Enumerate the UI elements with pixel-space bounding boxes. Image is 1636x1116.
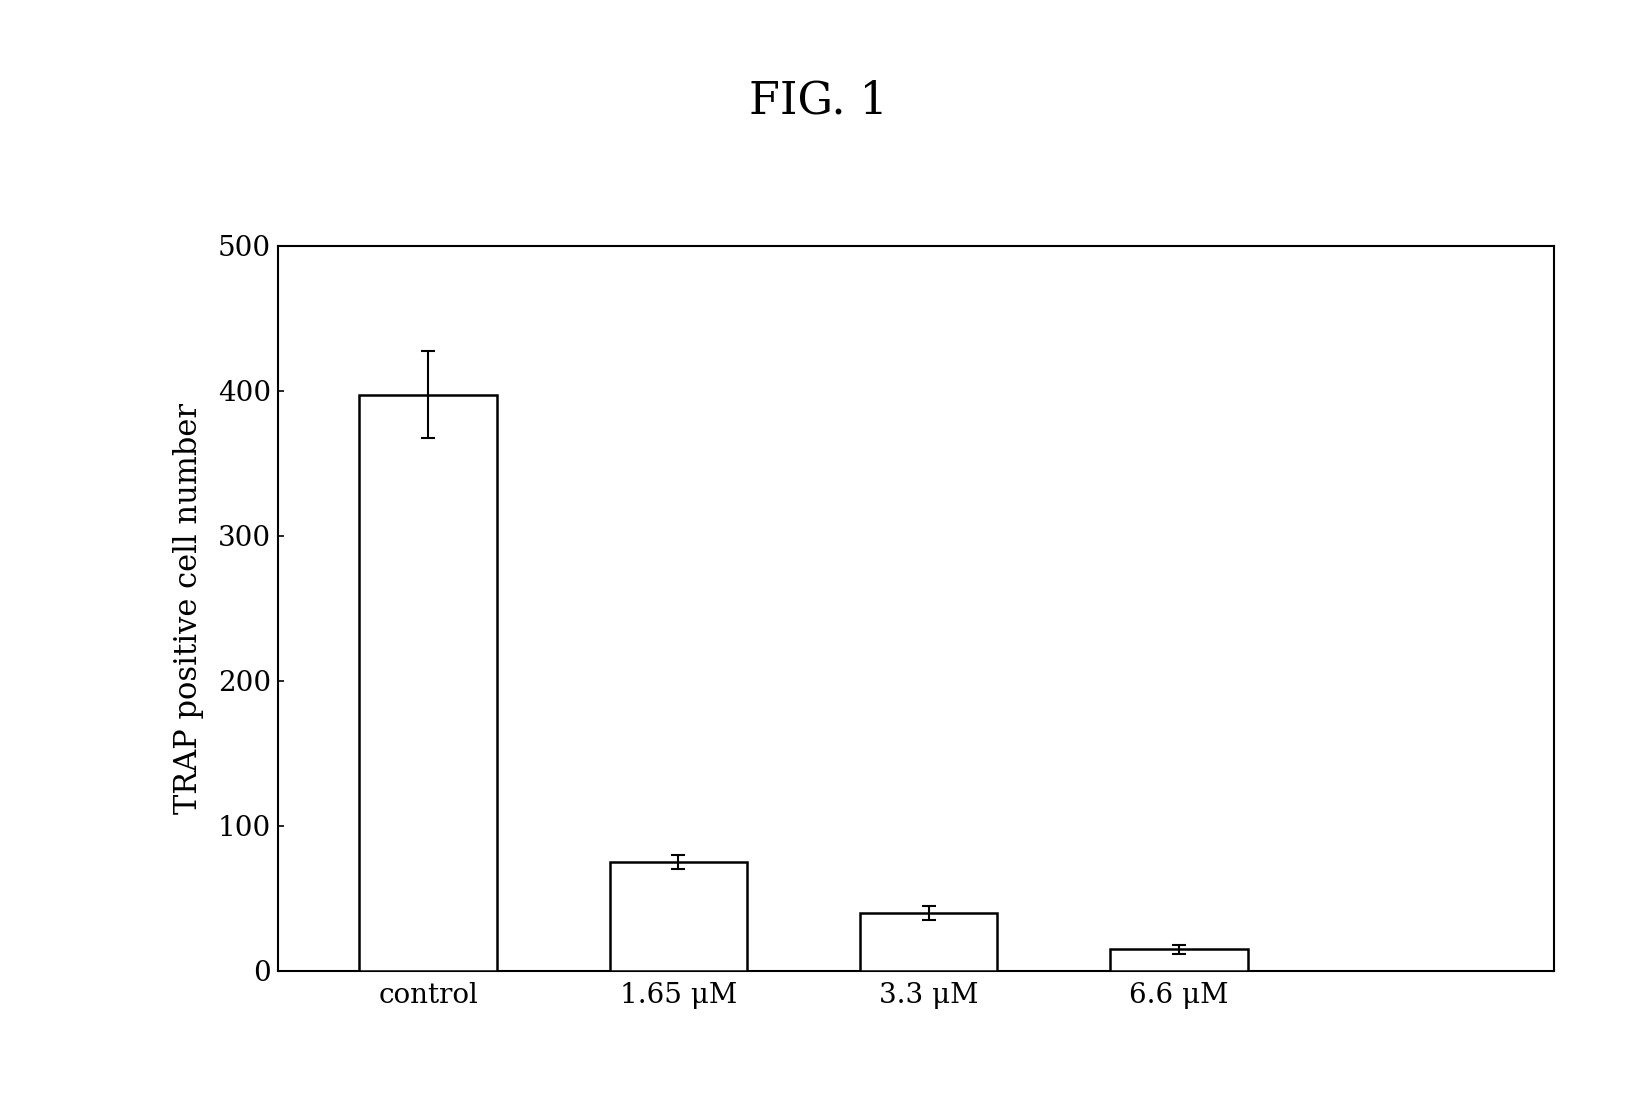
Text: FIG. 1: FIG. 1 bbox=[749, 79, 887, 122]
Y-axis label: TRAP positive cell number: TRAP positive cell number bbox=[173, 403, 204, 814]
Bar bbox=[1111, 949, 1248, 971]
Bar bbox=[360, 395, 497, 971]
Bar bbox=[610, 862, 748, 971]
Bar bbox=[861, 913, 998, 971]
